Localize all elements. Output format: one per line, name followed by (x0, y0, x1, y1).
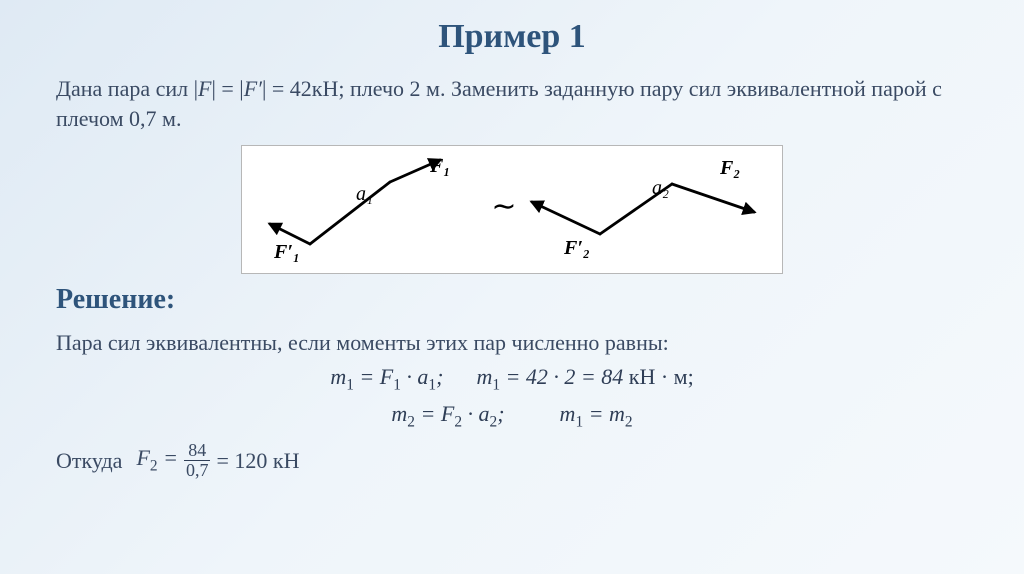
slide: Пример 1 Дана пара сил |F| = |F′| = 42кН… (0, 0, 1024, 480)
slide-title: Пример 1 (56, 18, 968, 56)
svg-text:a₂: a₂ (652, 177, 669, 199)
final-line: Откуда F2 = 84 0,7 = 120 кН (56, 441, 968, 480)
couples-diagram: a₁ F₁ F′₁ a₂ F₂ F′₂ ∼ (252, 152, 772, 262)
figure-row: a₁ F₁ F′₁ a₂ F₂ F′₂ ∼ (56, 145, 968, 274)
problem-statement: Дана пара сил |F| = |F′| = 42кН; плечо 2… (56, 74, 968, 133)
final-fraction: 84 0,7 (182, 441, 213, 480)
svg-text:a₁: a₁ (356, 183, 373, 205)
solution-heading: Решение: (56, 284, 968, 316)
svg-text:F₁: F₁ (429, 155, 450, 177)
final-suffix: = 120 кН (216, 448, 299, 474)
equation-1: m1 = F1 · a1; m1 = 42 · 2 = 84 кН · м; (56, 364, 968, 394)
svg-text:F′₁: F′₁ (273, 241, 300, 262)
fraction-denominator: 0,7 (182, 461, 213, 480)
figure-box: a₁ F₁ F′₁ a₂ F₂ F′₂ ∼ (241, 145, 783, 274)
solution-intro: Пара сил эквивалентны, если моменты этих… (56, 330, 968, 356)
equation-2: m2 = F2 · a2; m1 = m2 (56, 401, 968, 431)
final-prefix: F2 = (136, 445, 178, 475)
final-label: Откуда (56, 448, 122, 474)
svg-text:∼: ∼ (491, 190, 516, 223)
fraction-numerator: 84 (184, 441, 210, 461)
svg-text:F₂: F₂ (719, 157, 740, 179)
svg-text:F′₂: F′₂ (563, 237, 590, 259)
